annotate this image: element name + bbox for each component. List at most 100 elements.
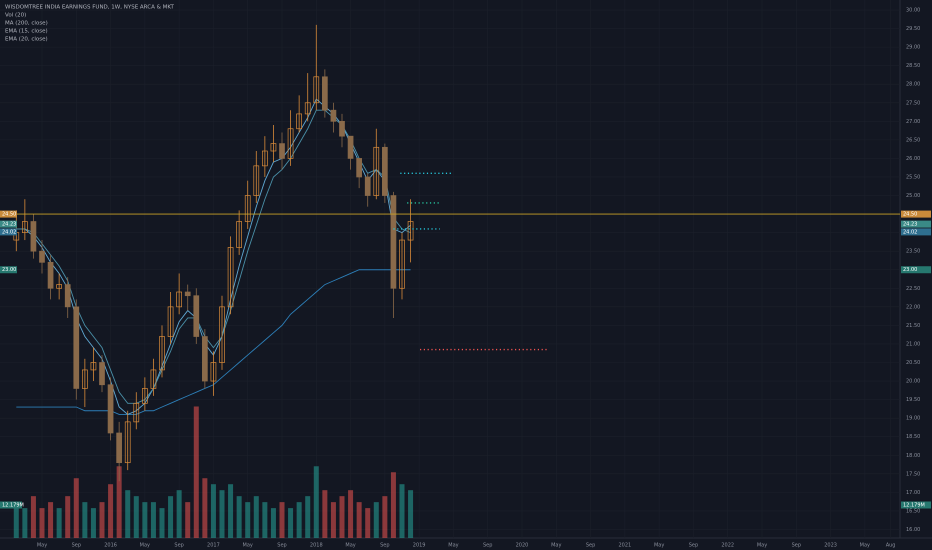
y-tick-label: 30.00 <box>906 8 920 14</box>
y-tick-label: 19.00 <box>906 416 920 422</box>
volume-bar <box>22 508 28 538</box>
y-tick-label: 21.00 <box>906 341 920 347</box>
y-tick-label: 23.50 <box>906 249 920 255</box>
volume-bar <box>382 496 388 538</box>
volume-bar <box>82 502 88 538</box>
volume-bar <box>253 496 259 538</box>
candle-body <box>22 221 28 233</box>
price-label-box <box>901 228 931 236</box>
y-tick-label: 29.00 <box>906 45 920 51</box>
volume-bar <box>322 490 328 538</box>
x-tick-label: 2018 <box>310 543 323 549</box>
x-tick-label: Sep <box>792 543 801 549</box>
y-tick-label: 20.00 <box>906 379 920 385</box>
volume-bar <box>202 478 208 538</box>
candle-body <box>116 432 122 464</box>
x-tick-label: 2021 <box>618 543 631 549</box>
x-tick-label: May <box>448 543 458 549</box>
volume-bar <box>313 466 319 538</box>
volume-bar <box>30 496 36 538</box>
candle-body <box>287 128 294 159</box>
x-tick-label: Sep <box>277 543 286 549</box>
candle-body <box>382 146 388 196</box>
x-tick-label: Sep <box>586 543 595 549</box>
volume-bar <box>73 478 79 538</box>
price-label: 24.50 <box>2 212 16 218</box>
volume-bar <box>236 496 242 538</box>
candle-body <box>64 284 71 308</box>
x-tick-label: May <box>757 543 767 549</box>
volume-bar <box>185 502 191 538</box>
y-tick-label: 20.50 <box>906 360 920 366</box>
volume-bar <box>399 484 405 538</box>
volume-bar <box>176 490 182 538</box>
x-tick-label: 2017 <box>207 543 220 549</box>
x-tick-label: May <box>860 543 870 549</box>
price-label-box <box>0 266 17 274</box>
x-tick-label: Sep <box>380 543 389 549</box>
volume-bar <box>99 502 105 538</box>
price-label: 23.00 <box>903 267 917 273</box>
price-label-box <box>0 210 17 218</box>
candle-body <box>82 369 88 389</box>
volume-bar <box>108 484 114 538</box>
candle-body <box>364 176 371 196</box>
candle-body <box>356 158 362 178</box>
y-tick-label: 27.00 <box>906 119 920 125</box>
candle-body <box>270 143 277 152</box>
candle-body <box>184 291 191 297</box>
volume-bar <box>219 490 225 538</box>
volume-bar <box>270 508 276 538</box>
volume-bar <box>48 502 54 538</box>
volume-bar <box>305 496 311 538</box>
x-tick-label: 2023 <box>824 543 837 549</box>
y-tick-label: 18.00 <box>906 453 920 459</box>
volume-bar <box>39 508 45 538</box>
candle-body <box>407 221 414 241</box>
volume-bar <box>339 496 345 538</box>
y-tick-label: 27.50 <box>906 100 920 106</box>
price-label-box <box>901 266 931 274</box>
volume-bar <box>296 502 302 538</box>
candle-body <box>193 295 200 337</box>
price-label: 24.02 <box>903 229 917 235</box>
candle-body <box>107 384 114 434</box>
candle-body <box>133 402 140 423</box>
candle-body <box>373 146 380 196</box>
x-tick-label: May <box>654 543 664 549</box>
price-axis <box>900 0 932 550</box>
volume-bar <box>245 502 251 538</box>
legend-entry: MA (200, close) <box>5 21 48 27</box>
y-tick-label: 22.50 <box>906 286 920 292</box>
x-tick-label: 2019 <box>413 543 426 549</box>
y-tick-label: 28.00 <box>906 82 920 88</box>
x-tick-label: May <box>243 543 253 549</box>
candle-body <box>142 388 148 404</box>
volume-bar <box>356 502 362 538</box>
volume-bar <box>262 502 268 538</box>
candle-body <box>236 221 242 248</box>
candle-body <box>150 369 157 389</box>
price-label-box <box>0 228 17 236</box>
candle-body <box>313 76 320 104</box>
x-tick-label: May <box>551 543 561 549</box>
volume-bar <box>228 484 234 538</box>
y-tick-label: 19.50 <box>906 397 920 403</box>
legend-entry: EMA (20, close) <box>5 37 48 43</box>
candle-body <box>330 109 337 122</box>
price-label: 24.23 <box>903 222 917 228</box>
y-tick-label: 25.00 <box>906 193 920 199</box>
candle-body <box>296 113 302 130</box>
volume-bar <box>142 502 148 538</box>
x-tick-label: 2020 <box>516 543 529 549</box>
x-tick-label: 2022 <box>721 543 734 549</box>
candle-body <box>73 306 80 389</box>
candle-body <box>262 150 268 167</box>
volume-bar <box>125 490 131 538</box>
volume-bar <box>373 502 379 538</box>
volume-bar <box>159 508 165 538</box>
candle-body <box>30 221 37 252</box>
y-tick-label: 18.50 <box>906 434 920 440</box>
y-tick-label: 16.50 <box>906 508 920 514</box>
